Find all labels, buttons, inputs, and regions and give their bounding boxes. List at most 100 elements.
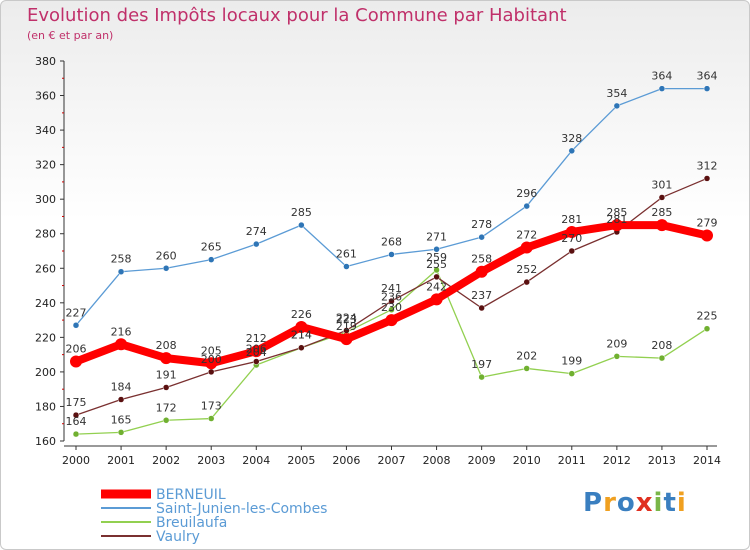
data-label: 278 [471,218,492,231]
data-point [523,365,530,372]
data-label: 281 [606,213,627,226]
proxiti-logo: Proxiti [583,488,687,518]
x-tick-label: 2008 [423,454,451,467]
data-point [70,355,82,368]
x-tick-label: 2005 [287,454,315,467]
data-point [207,256,215,263]
data-label: 272 [516,229,537,242]
data-label: 364 [697,70,718,83]
data-point [523,202,530,210]
data-label: 236 [381,291,402,304]
x-tick-label: 2010 [513,454,541,467]
legend-label: Saint-Junien-les-Combes [156,501,327,517]
data-point [523,278,530,286]
data-label: 199 [561,355,582,368]
data-point [478,233,485,241]
data-point [250,345,263,358]
data-label: 200 [201,353,222,366]
data-label: 271 [426,230,447,243]
data-label: 261 [336,248,357,261]
data-point [298,344,305,351]
y-tick-label: 360 [35,90,56,103]
data-point [433,273,440,281]
data-label: 241 [381,282,402,295]
data-point [117,268,125,275]
y-tick-label: 340 [35,124,56,137]
data-label: 270 [561,232,582,245]
data-label: 202 [516,349,537,362]
data-label: 224 [336,311,357,324]
data-point [253,240,260,248]
data-label: 285 [651,206,672,219]
data-point [72,322,80,329]
data-point [703,175,711,182]
data-label: 260 [156,249,177,262]
data-label: 225 [697,310,718,323]
data-point [478,373,485,381]
data-point [253,358,260,365]
data-point [658,85,666,92]
data-label: 227 [66,306,87,319]
data-label: 175 [66,396,87,409]
data-point [613,102,621,110]
data-point [520,241,533,254]
x-tick-label: 2014 [693,454,721,467]
data-point [72,411,80,419]
y-tick-label: 300 [35,193,56,206]
data-point [433,246,440,253]
data-point [430,293,443,306]
data-point [565,226,578,238]
data-point [298,221,305,229]
y-tick-label: 320 [35,159,56,172]
data-point [295,321,308,333]
data-label: 206 [246,343,267,356]
data-point [388,251,395,258]
x-tick-label: 2013 [648,454,676,467]
data-label: 252 [516,263,537,276]
data-point [340,333,353,346]
data-point [701,229,713,242]
data-point [207,415,215,422]
data-label: 214 [291,329,312,342]
data-label: 216 [111,325,132,338]
data-label: 258 [471,253,492,266]
data-label: 208 [156,339,177,352]
data-label: 205 [201,344,222,357]
data-label: 208 [651,339,672,352]
data-point [478,304,485,312]
data-label: 296 [516,187,537,200]
x-tick-label: 2007 [378,454,406,467]
data-point [388,297,395,305]
data-point [568,370,576,377]
data-label: 219 [336,320,357,333]
data-label: 204 [246,346,267,359]
y-tick-label: 180 [35,400,56,413]
y-tick-label: 380 [35,55,56,68]
data-point [162,384,170,391]
data-point [160,352,173,365]
data-label: 172 [156,401,177,414]
data-point [385,314,398,327]
data-label: 328 [561,132,582,145]
data-label: 226 [291,308,312,321]
y-tick-label: 220 [35,331,56,344]
data-point [703,325,711,332]
legend-label: Breuilaufa [156,515,227,531]
data-point [610,219,623,232]
x-tick-label: 2006 [332,454,360,467]
data-label: 173 [201,400,222,413]
data-label: 274 [246,225,267,238]
data-label: 279 [697,216,718,229]
y-tick-label: 280 [35,228,56,241]
data-point [205,357,218,370]
data-label: 312 [697,159,718,172]
data-label: 259 [426,251,447,264]
chart-title: Evolution des Impôts locaux pour la Comm… [27,5,567,26]
data-point [433,266,440,274]
data-label: 165 [111,413,132,426]
data-point [388,306,395,313]
data-label: 285 [291,206,312,219]
data-point [613,353,621,360]
